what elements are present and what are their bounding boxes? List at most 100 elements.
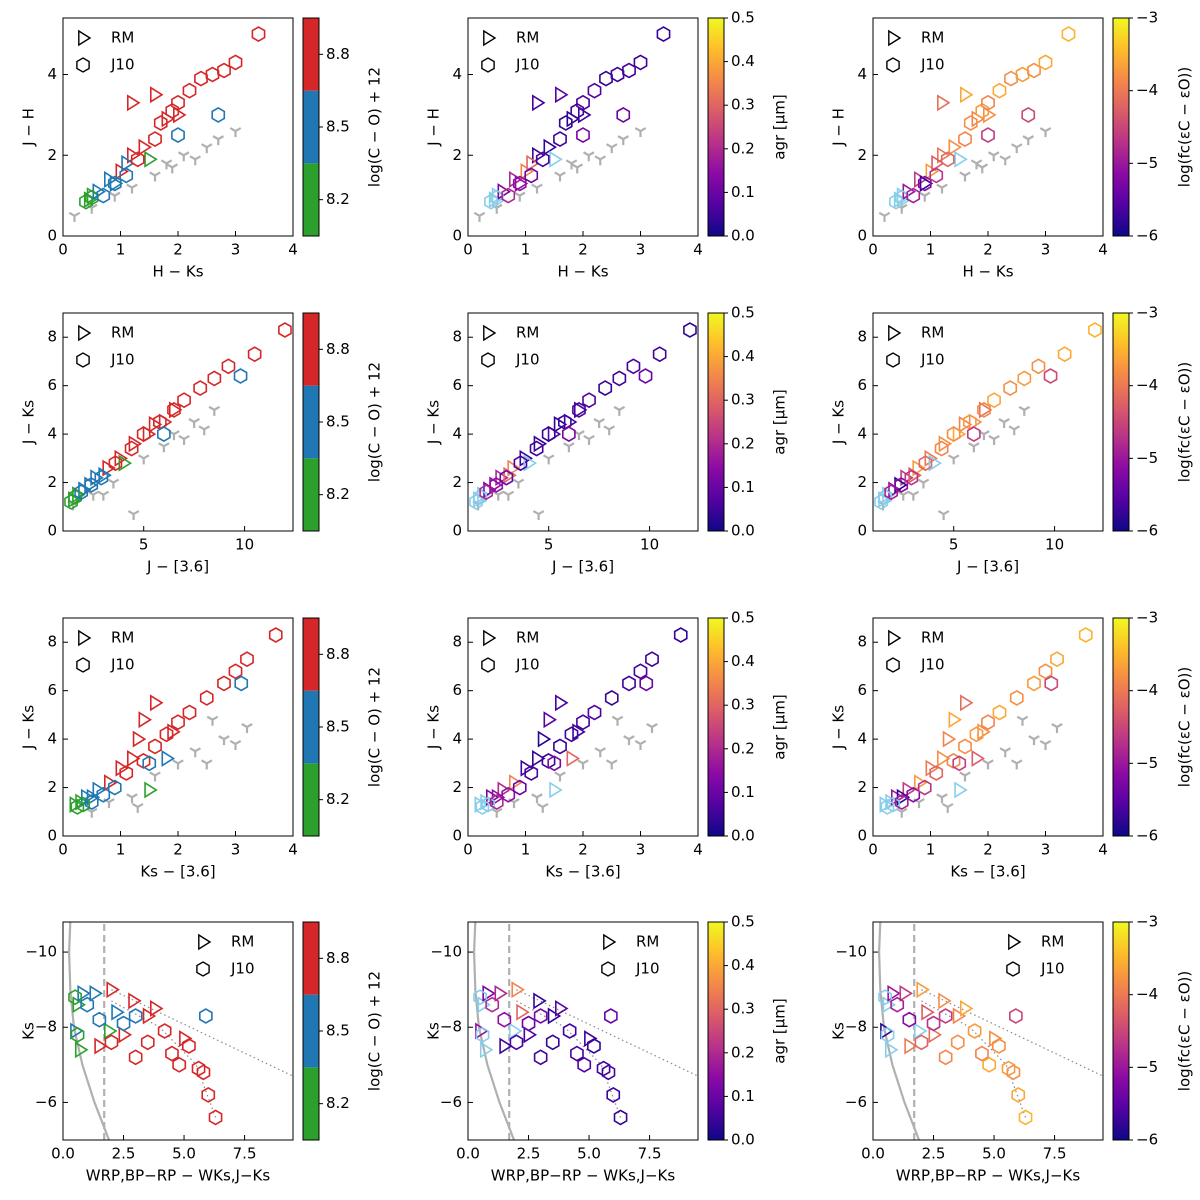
y-tick-label: 6 bbox=[857, 681, 867, 699]
j10-point bbox=[1057, 346, 1072, 363]
rm-point bbox=[516, 1003, 530, 1021]
x-tick-label: 2 bbox=[578, 241, 588, 259]
guide-line bbox=[516, 989, 698, 1077]
legend-label: RM bbox=[111, 29, 134, 47]
rm-point bbox=[104, 1022, 118, 1040]
colorbar-tick-label: 0.4 bbox=[731, 347, 755, 365]
rm-point bbox=[77, 984, 91, 1002]
y-tick-label: 6 bbox=[47, 376, 57, 394]
legend-marker bbox=[888, 629, 902, 647]
rm-point bbox=[948, 711, 963, 729]
panel: 0 1 2 3 4 0 2 4 H − Ks J − H RM J10 8.2 8.5 8.8 log(C −… bbox=[20, 17, 384, 281]
panel: 0.0 2.5 5.0 7.5 −10 −8 −6 WRP,BP−RP − WKs,J−Ks K… bbox=[20, 921, 384, 1185]
legend-marker bbox=[1006, 961, 1020, 977]
colorbar-tick-label: −5 bbox=[1136, 154, 1158, 172]
j10-point bbox=[582, 392, 596, 409]
rm-point bbox=[168, 401, 183, 419]
panel: 0 1 2 3 4 0 2 4 6 8 Ks − [3.6] J − Ks RM J10 −6 −5 −4 −3 l… bbox=[830, 609, 1194, 881]
rm-point bbox=[118, 454, 133, 472]
j10-point bbox=[1004, 70, 1018, 87]
rm-point bbox=[954, 781, 968, 799]
colorbar-tick-label: 0.4 bbox=[731, 52, 755, 70]
x-tick-label: 0 bbox=[58, 241, 68, 259]
x-tick-label: 0.0 bbox=[456, 1145, 480, 1163]
gray-point bbox=[583, 435, 595, 445]
y-axis-label: Ks bbox=[20, 1022, 38, 1040]
legend-label: J10 bbox=[1040, 960, 1065, 978]
rm-point bbox=[128, 992, 142, 1010]
j10-point bbox=[929, 765, 944, 781]
colorbar-label: agr [μm] bbox=[771, 94, 789, 160]
j10-point bbox=[205, 66, 220, 83]
j10-point bbox=[587, 1038, 601, 1054]
j10-point bbox=[94, 469, 109, 486]
colorbar-tick-label: 0.1 bbox=[731, 783, 755, 801]
colorbar-tick-label: −3 bbox=[1136, 304, 1158, 322]
rm-point bbox=[549, 150, 563, 168]
rm-point bbox=[960, 694, 974, 712]
gray-point bbox=[999, 747, 1012, 758]
y-tick-label: 0 bbox=[452, 227, 462, 245]
j10-point bbox=[587, 82, 602, 99]
j10-point bbox=[576, 714, 590, 731]
j10-point bbox=[981, 94, 995, 111]
j10-point bbox=[946, 426, 961, 443]
j10-point bbox=[576, 94, 590, 111]
colorbar bbox=[708, 18, 724, 236]
plot-area bbox=[68, 26, 266, 222]
gray-point bbox=[613, 405, 626, 416]
rm-point bbox=[547, 1007, 562, 1025]
axes-frame bbox=[62, 312, 294, 532]
legend-marker bbox=[76, 657, 90, 673]
rm-point bbox=[916, 981, 930, 999]
rm-point bbox=[523, 1026, 538, 1044]
y-tick-label: 4 bbox=[47, 425, 57, 443]
rm-point bbox=[555, 1000, 569, 1017]
j10-point bbox=[633, 54, 648, 71]
y-tick-label: 0 bbox=[452, 522, 462, 540]
y-tick-label: 4 bbox=[857, 730, 867, 748]
rm-point bbox=[104, 774, 118, 792]
rm-point bbox=[127, 94, 141, 112]
j10-point bbox=[904, 469, 919, 486]
rm-point bbox=[952, 1007, 967, 1025]
colorbar-tick-label: 0.2 bbox=[731, 739, 755, 757]
colorbar-tick-label: −4 bbox=[1136, 681, 1158, 699]
x-axis-label: WRP,BP−RP − WKs,J−Ks bbox=[86, 1167, 271, 1185]
legend-marker bbox=[481, 657, 495, 673]
j10-point bbox=[193, 380, 208, 397]
rm-point bbox=[884, 1041, 899, 1059]
x-tick-label: 4 bbox=[288, 241, 298, 259]
rm-point bbox=[938, 435, 953, 453]
guide-line bbox=[921, 1000, 1027, 1118]
j10-point bbox=[247, 346, 262, 363]
j10-point bbox=[251, 26, 266, 43]
j10-point bbox=[165, 102, 180, 119]
rm-point bbox=[150, 694, 164, 712]
legend-marker bbox=[481, 57, 495, 73]
rm-point bbox=[526, 154, 540, 172]
gray-point bbox=[490, 807, 503, 818]
j10-point bbox=[570, 1045, 584, 1062]
x-axis-label: Ks − [3.6] bbox=[545, 863, 620, 881]
colorbar-tick-label: −4 bbox=[1136, 985, 1158, 1003]
legend-label: J10 bbox=[110, 656, 135, 674]
j10-point bbox=[217, 675, 231, 692]
j10-point bbox=[577, 1056, 592, 1073]
j10-point bbox=[553, 738, 567, 755]
j10-point bbox=[940, 151, 955, 168]
rm-point bbox=[511, 981, 525, 999]
x-tick-label: 5.0 bbox=[982, 1145, 1006, 1163]
gray-point bbox=[617, 135, 630, 146]
legend-label: RM bbox=[516, 324, 539, 342]
x-tick-label: 3 bbox=[231, 841, 241, 859]
x-tick-label: 10 bbox=[235, 536, 254, 554]
y-tick-label: 0 bbox=[47, 827, 57, 845]
j10-point bbox=[136, 426, 151, 443]
j10-point bbox=[982, 1056, 997, 1073]
j10-point bbox=[639, 675, 654, 692]
colorbar-segment bbox=[303, 763, 319, 836]
j10-point bbox=[601, 1064, 616, 1081]
j10-point bbox=[975, 102, 990, 119]
j10-point bbox=[157, 426, 171, 443]
